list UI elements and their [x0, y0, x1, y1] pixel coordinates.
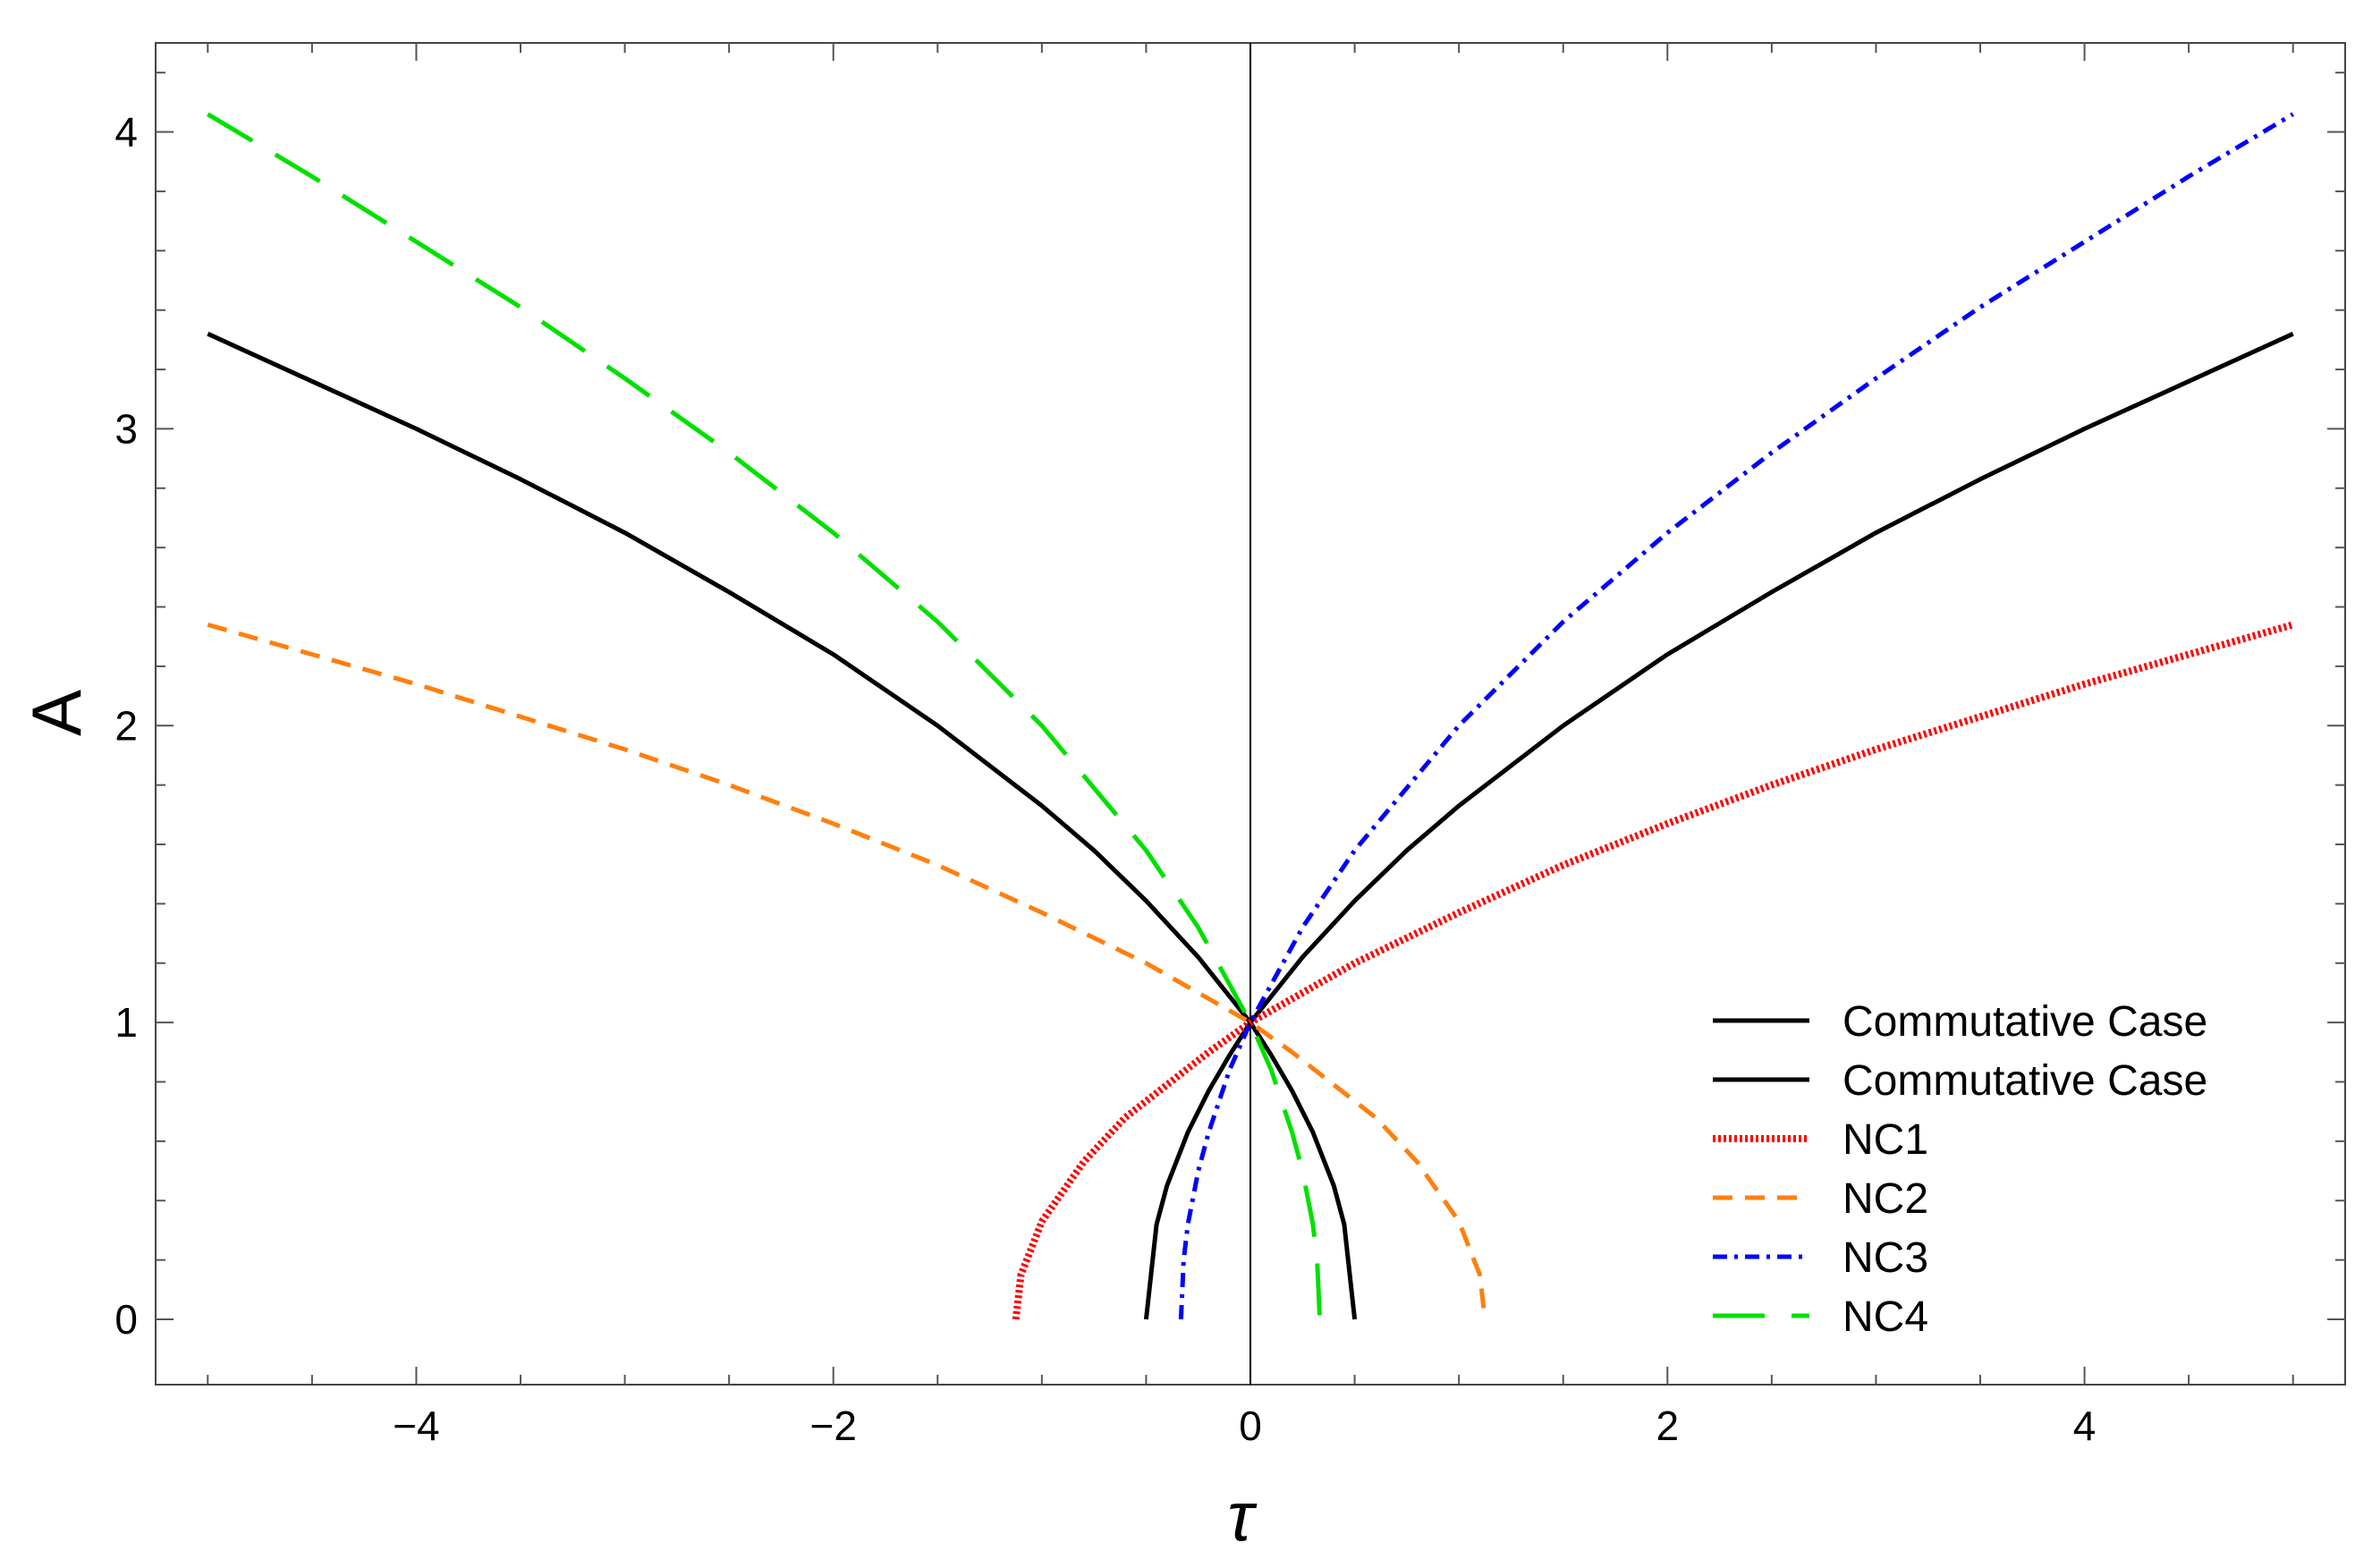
legend-label: NC1: [1842, 1116, 1928, 1164]
x-tick-label: 4: [2073, 1403, 2097, 1449]
x-tick-label: −2: [809, 1403, 856, 1449]
legend-label: NC2: [1842, 1175, 1928, 1223]
x-tick-labels: −4 −2 0 2 4: [393, 1403, 2096, 1449]
x-tick-label: 0: [1239, 1403, 1262, 1449]
y-tick-label: 1: [114, 999, 138, 1046]
x-tick-label: −4: [393, 1403, 439, 1449]
y-tick-labels: 0 1 2 3 4: [114, 109, 138, 1343]
legend: Commutative Case Commutative Case NC1 NC2 NC…: [1713, 998, 2207, 1341]
legend-label: Commutative Case: [1842, 998, 2207, 1046]
series-line-2: [207, 331, 1358, 1320]
legend-label: NC3: [1842, 1234, 1928, 1282]
series-line-4: [207, 622, 1487, 1320]
y-tick-label: 4: [114, 109, 138, 156]
y-axis-title: A: [17, 690, 96, 736]
legend-label: Commutative Case: [1842, 1057, 2207, 1105]
x-axis-title: τ: [1227, 1477, 1258, 1555]
series-line-6: [207, 112, 1323, 1320]
series-line-5: [1178, 112, 2294, 1320]
y-tick-label: 3: [114, 405, 138, 452]
series-layer: [207, 112, 2294, 1320]
legend-label: NC4: [1842, 1293, 1928, 1341]
y-tick-label: 0: [114, 1296, 138, 1343]
y-tick-label: 2: [114, 702, 138, 749]
x-tick-label: 2: [1656, 1403, 1679, 1449]
series-line-1: [1143, 331, 2294, 1320]
series-line-3: [1012, 621, 2294, 1320]
